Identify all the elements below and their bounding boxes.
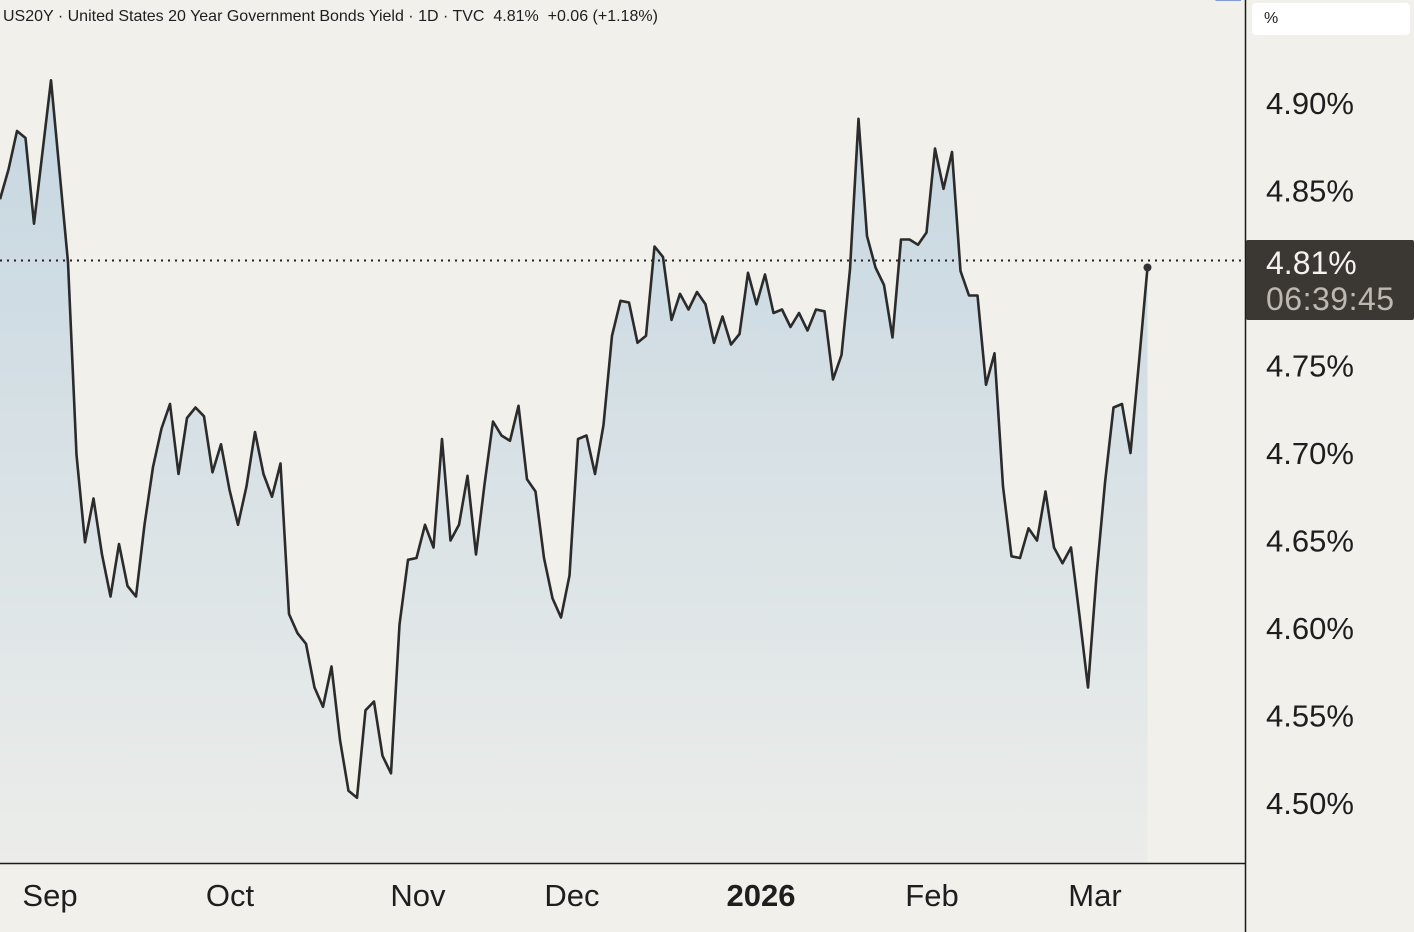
- y-tick-label: 4.70%: [1266, 436, 1354, 471]
- y-tick-label: 4.55%: [1266, 699, 1354, 734]
- y-tick-label: 4.90%: [1266, 86, 1354, 121]
- yield-line[interactable]: [0, 79, 1149, 800]
- x-tick-label: Mar: [1068, 878, 1121, 913]
- symbol-name: United States 20 Year Government Bonds Y…: [67, 8, 404, 25]
- area-fill: [0, 80, 1148, 864]
- last-point-marker: [1143, 263, 1152, 272]
- y-tick-label: 4.50%: [1266, 786, 1354, 821]
- source-label: TVC: [452, 8, 485, 25]
- x-tick-label: Dec: [544, 878, 599, 913]
- x-tick-label: Oct: [206, 878, 255, 913]
- symbol-legend: US20Y · United States 20 Year Government…: [3, 8, 658, 25]
- interval-label[interactable]: 1D: [418, 8, 439, 25]
- price-scale[interactable]: 4.90% 4.85% 4.75% 4.70% 4.65% 4.60% 4.55% 4.50%: [1244, 0, 1354, 932]
- plot-area: [0, 0, 1245, 864]
- x-tick-label: Nov: [390, 878, 446, 913]
- x-tick-label: 2026: [727, 878, 796, 913]
- scale-unit-label: %: [1264, 10, 1279, 27]
- y-tick-label: 4.60%: [1266, 611, 1354, 646]
- y-tick-label: 4.75%: [1266, 349, 1354, 384]
- symbol-code[interactable]: US20Y: [3, 8, 54, 25]
- last-value: 4.81%: [493, 8, 539, 25]
- y-tick-label: 4.85%: [1266, 174, 1354, 209]
- scale-unit-box[interactable]: %: [1252, 3, 1410, 35]
- x-tick-label: Feb: [905, 878, 958, 913]
- x-tick-label: Sep: [22, 878, 77, 913]
- last-price-value: 4.81%: [1266, 245, 1357, 281]
- change-value: +0.06 (+1.18%): [547, 8, 658, 25]
- y-tick-label: 4.65%: [1266, 524, 1354, 559]
- time-scale[interactable]: Sep Oct Nov Dec 2026 Feb Mar: [0, 862, 1245, 914]
- last-price-badge: 4.81% 06:39:45: [1246, 240, 1414, 320]
- bar-countdown: 06:39:45: [1266, 281, 1395, 317]
